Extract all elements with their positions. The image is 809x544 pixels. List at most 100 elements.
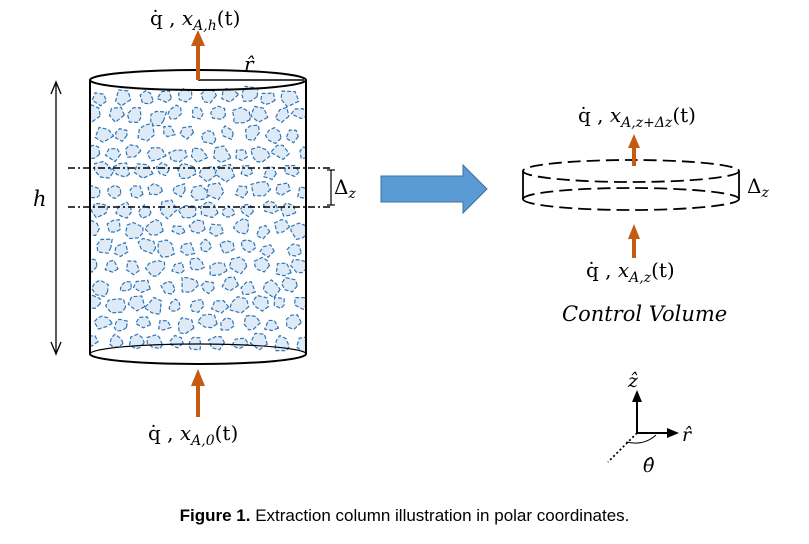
- particle: [263, 200, 279, 214]
- particle: [111, 162, 130, 178]
- particle: [109, 333, 124, 348]
- particle: [124, 144, 142, 158]
- particle: [178, 87, 193, 103]
- particle: [284, 164, 300, 177]
- axis-theta-label: θ̂: [643, 455, 655, 477]
- particle: [113, 242, 129, 258]
- particle: [179, 242, 196, 256]
- particle: [124, 221, 144, 240]
- particle: [190, 299, 205, 313]
- particle: [172, 183, 186, 198]
- particle: [139, 90, 154, 105]
- particle: [270, 144, 290, 160]
- particle: [157, 239, 175, 258]
- transition-arrow: [380, 163, 488, 215]
- particle: [94, 161, 114, 179]
- particle: [221, 276, 240, 292]
- particle: [259, 244, 275, 258]
- particle: [200, 88, 217, 104]
- particle: [229, 296, 250, 314]
- particle: [137, 237, 157, 255]
- cv-inlet-arrow: [628, 224, 640, 258]
- particle: [90, 103, 101, 123]
- particle: [108, 106, 125, 123]
- particle: [240, 239, 257, 253]
- particle: [234, 185, 248, 199]
- particle: [197, 313, 218, 329]
- particle: [179, 125, 194, 140]
- particle: [90, 256, 98, 273]
- particle: [265, 127, 282, 144]
- particle: [221, 205, 236, 218]
- packed-particles: [90, 85, 306, 354]
- delta-z-cv-label: Δz: [747, 174, 769, 201]
- particle: [231, 337, 249, 350]
- column-outlet-label: q̇ , xA,h(t): [150, 6, 240, 34]
- particle: [90, 294, 101, 309]
- particle: [159, 199, 178, 220]
- particle: [167, 104, 183, 120]
- particle: [133, 163, 154, 179]
- particle: [132, 279, 151, 293]
- column-inlet-label: q̇ , xA,0(t): [148, 421, 238, 449]
- particle: [259, 92, 276, 106]
- particle: [113, 318, 129, 332]
- control-volume-label: Control Volume: [562, 302, 727, 326]
- column-bottom-front: [89, 353, 307, 365]
- particle: [147, 182, 163, 196]
- particle: [264, 319, 280, 332]
- particle: [235, 149, 248, 161]
- particle: [263, 166, 277, 180]
- particle: [137, 122, 155, 142]
- particle: [214, 163, 235, 183]
- particle: [250, 105, 269, 123]
- particle: [207, 336, 225, 351]
- particle: [210, 105, 226, 120]
- particle: [205, 182, 225, 201]
- coordinate-axes: [607, 390, 679, 463]
- column-inlet-arrow: [191, 369, 205, 417]
- particle: [252, 294, 270, 312]
- particle: [171, 262, 185, 275]
- particle: [158, 320, 172, 331]
- particle: [209, 262, 228, 277]
- particle: [160, 280, 176, 295]
- particle: [115, 89, 132, 107]
- particle: [129, 185, 144, 199]
- particle: [299, 146, 306, 160]
- particle: [91, 279, 109, 298]
- particle: [146, 147, 167, 162]
- caption-text: Extraction column illustration in polar …: [250, 506, 630, 525]
- particle: [290, 222, 306, 240]
- particle: [181, 277, 200, 293]
- particle: [253, 256, 270, 273]
- particle: [96, 238, 113, 254]
- particle: [93, 315, 113, 330]
- particle: [286, 243, 302, 257]
- particle: [280, 90, 300, 108]
- particle: [297, 186, 306, 199]
- particle: [221, 125, 234, 140]
- figure-caption: Figure 1. Extraction column illustration…: [0, 506, 809, 526]
- particle: [280, 202, 297, 217]
- particle: [94, 126, 115, 143]
- particle: [90, 144, 101, 160]
- cv-inlet-label: q̇ , xA,z(t): [586, 258, 675, 286]
- delta-z-column-label: Δz: [334, 175, 356, 202]
- particle: [127, 295, 146, 312]
- particle: [146, 334, 163, 350]
- particle: [290, 259, 306, 274]
- particle: [115, 201, 133, 219]
- particle: [119, 281, 132, 292]
- particle: [199, 201, 219, 219]
- particle: [200, 130, 217, 145]
- particle: [125, 260, 140, 276]
- particle: [285, 129, 299, 144]
- particle: [144, 260, 166, 277]
- particle: [90, 335, 99, 347]
- particle: [275, 262, 292, 277]
- particle: [275, 182, 291, 197]
- cv-outlet-label: q̇ , xA,z+Δz(t): [578, 103, 696, 131]
- particle: [232, 217, 249, 235]
